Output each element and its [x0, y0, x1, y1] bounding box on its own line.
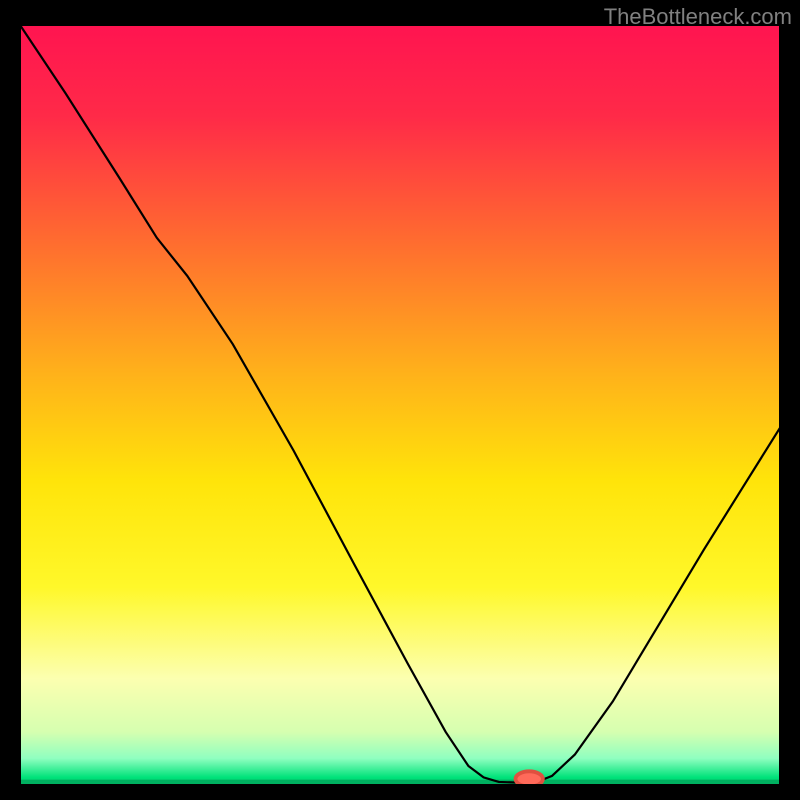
optimal-marker: [516, 771, 543, 785]
plot-background: [20, 25, 780, 785]
bottleneck-chart: [20, 25, 780, 785]
